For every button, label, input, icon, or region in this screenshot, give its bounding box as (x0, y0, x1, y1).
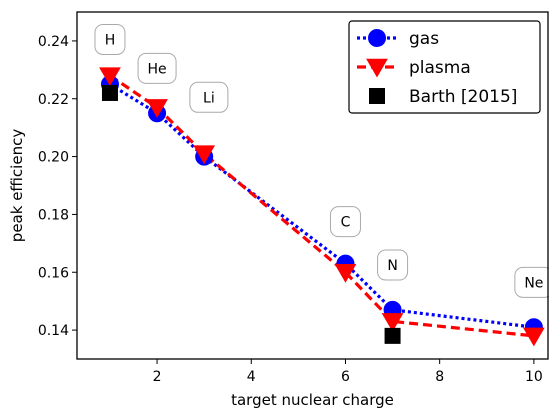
annotation-box (329, 206, 361, 238)
legend-marker (369, 88, 385, 104)
plasma-point (523, 327, 545, 347)
annotation-box (377, 249, 409, 281)
annotation-box (137, 52, 177, 84)
legend-label: plasma (409, 58, 471, 78)
legend-marker (366, 58, 388, 78)
plot-frame (76, 11, 549, 360)
series-markers (99, 67, 545, 347)
annotations: H He Li C N Ne (94, 23, 549, 298)
annotation-label: Li (203, 90, 215, 106)
plasma-point (381, 313, 404, 332)
axis-ticks: 2 4 6 8 10 0.14 0.16 0.18 0.20 0.22 0.24 (38, 34, 543, 385)
y-tick-label: 0.20 (38, 150, 69, 166)
legend-marker (368, 29, 386, 47)
x-tick-label: 6 (341, 369, 350, 385)
annotation-box (189, 81, 229, 113)
x-tick-label: 8 (435, 369, 444, 385)
x-tick-label: 10 (525, 369, 543, 385)
legend: gas plasma Barth [2015] (348, 20, 541, 114)
x-axis-label: target nuclear charge (231, 391, 394, 409)
annotation-label: C (341, 215, 351, 231)
annotation-label: He (147, 61, 166, 77)
plasma-point (193, 145, 216, 165)
y-tick-label: 0.16 (38, 265, 69, 281)
series-lines (109, 74, 535, 338)
barth-point (101, 84, 118, 101)
legend-label: gas (409, 29, 439, 49)
annotation-label: Ne (524, 275, 543, 291)
plasma-point (146, 99, 168, 118)
x-tick-label: 2 (153, 369, 162, 385)
annotation-label: N (387, 258, 397, 274)
y-tick-label: 0.14 (38, 323, 69, 339)
y-tick-label: 0.22 (38, 92, 69, 108)
annotation-box (94, 23, 126, 55)
annotation-box (514, 266, 549, 298)
x-tick-label: 4 (247, 369, 256, 385)
plasma-point (99, 67, 121, 87)
plasma-point (334, 263, 357, 283)
series-line-0 (109, 82, 535, 329)
legend-label: Barth [2015] (409, 87, 517, 107)
y-tick-label: 0.24 (38, 34, 69, 50)
barth-point (384, 327, 401, 344)
y-axis-label: peak efficiency (8, 129, 26, 243)
legend-box (348, 20, 541, 114)
annotation-label: H (105, 32, 116, 48)
series-line-1 (109, 74, 535, 338)
y-tick-label: 0.18 (38, 207, 69, 223)
